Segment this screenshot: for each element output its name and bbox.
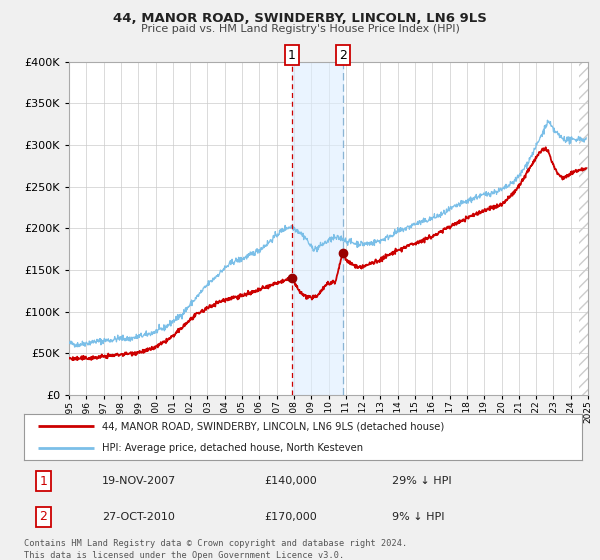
Text: 44, MANOR ROAD, SWINDERBY, LINCOLN, LN6 9LS: 44, MANOR ROAD, SWINDERBY, LINCOLN, LN6 … — [113, 12, 487, 25]
Text: 9% ↓ HPI: 9% ↓ HPI — [392, 512, 445, 521]
Text: £140,000: £140,000 — [264, 477, 317, 486]
Text: 27-OCT-2010: 27-OCT-2010 — [102, 512, 175, 521]
Text: 1: 1 — [288, 49, 296, 62]
Text: 19-NOV-2007: 19-NOV-2007 — [102, 477, 176, 486]
Bar — [580, 62, 590, 395]
Text: 2: 2 — [339, 49, 347, 62]
Text: Contains HM Land Registry data © Crown copyright and database right 2024.
This d: Contains HM Land Registry data © Crown c… — [24, 539, 407, 559]
Text: 44, MANOR ROAD, SWINDERBY, LINCOLN, LN6 9LS (detached house): 44, MANOR ROAD, SWINDERBY, LINCOLN, LN6 … — [102, 421, 445, 431]
Text: 29% ↓ HPI: 29% ↓ HPI — [392, 477, 452, 486]
Text: 1: 1 — [40, 475, 47, 488]
Bar — [292, 62, 343, 395]
Text: Price paid vs. HM Land Registry's House Price Index (HPI): Price paid vs. HM Land Registry's House … — [140, 24, 460, 34]
Text: HPI: Average price, detached house, North Kesteven: HPI: Average price, detached house, Nort… — [102, 443, 363, 453]
Text: £170,000: £170,000 — [264, 512, 317, 521]
Text: 2: 2 — [40, 510, 47, 523]
